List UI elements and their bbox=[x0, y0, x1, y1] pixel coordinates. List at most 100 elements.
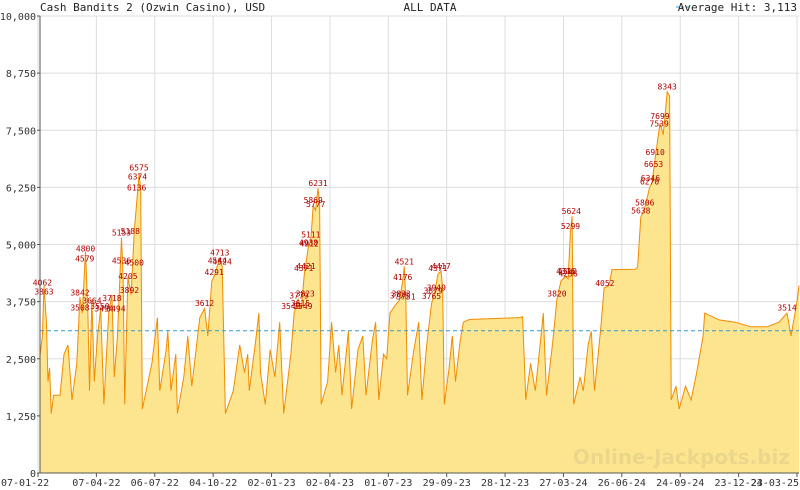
x-tick-label: 26-06-24 bbox=[598, 478, 646, 489]
peak-label: 6231 bbox=[308, 179, 327, 188]
watermark: Online-Jackpots.biz bbox=[573, 445, 790, 469]
peak-label: 3879 bbox=[423, 287, 442, 296]
x-tick-label: 24-09-24 bbox=[656, 478, 704, 489]
x-tick-label: 01-07-23 bbox=[364, 478, 412, 489]
peak-label: 3823 bbox=[391, 289, 410, 298]
peak-label: 6910 bbox=[646, 148, 665, 157]
peak-label: 3863 bbox=[34, 287, 53, 296]
peak-label: 5299 bbox=[561, 222, 580, 231]
peak-label: 3751 bbox=[396, 293, 415, 302]
legend: Average Hit: 3,113 bbox=[676, 1, 797, 14]
x-tick-label: 02-04-23 bbox=[306, 478, 354, 489]
peak-label: 4500 bbox=[125, 258, 144, 267]
peak-label: 4205 bbox=[118, 272, 137, 281]
chart-title: Cash Bandits 2 (Ozwin Casino), USD bbox=[40, 1, 265, 14]
peak-label: 7539 bbox=[650, 119, 669, 128]
y-tick-label: 0 bbox=[30, 469, 36, 480]
series-line bbox=[39, 90, 800, 414]
peak-label: 3664 bbox=[82, 297, 101, 306]
peak-label: 6653 bbox=[644, 160, 663, 169]
peak-label: 5624 bbox=[562, 207, 581, 216]
x-tick-label: 23-03-25 bbox=[751, 478, 799, 489]
peak-label: 3775 bbox=[390, 291, 409, 300]
peak-label: 4371 bbox=[428, 264, 447, 273]
x-tick-label: 07-01-22 bbox=[1, 478, 49, 489]
x-tick-label: 28-12-23 bbox=[481, 478, 529, 489]
peak-label: 4417 bbox=[431, 262, 450, 271]
peak-label: 5869 bbox=[304, 196, 323, 205]
y-tick-label: 5,000 bbox=[6, 241, 36, 252]
peak-label: 4256 bbox=[558, 270, 577, 279]
peak-label: 3718 bbox=[102, 294, 121, 303]
peak-label: 3823 bbox=[296, 289, 315, 298]
peak-label: 6136 bbox=[127, 184, 146, 193]
peak-label: 6270 bbox=[640, 177, 659, 186]
peak-label: 3615 bbox=[291, 299, 310, 308]
y-tick-label: 10,000 bbox=[0, 12, 36, 23]
peak-label: 6575 bbox=[129, 164, 148, 173]
peak-label: 4316 bbox=[556, 267, 575, 276]
x-tick-label: 02-01-23 bbox=[247, 478, 295, 489]
peak-label: 3514 bbox=[777, 303, 796, 312]
peak-label: 4524 bbox=[213, 257, 232, 266]
peak-label: 3842 bbox=[70, 288, 89, 297]
peak-label: 5638 bbox=[631, 206, 650, 215]
peak-label: 4579 bbox=[75, 255, 94, 264]
y-tick-label: 2,500 bbox=[6, 355, 36, 366]
area-fill bbox=[40, 91, 799, 474]
x-tick-label: 27-03-24 bbox=[539, 478, 587, 489]
peak-label: 6374 bbox=[128, 173, 147, 182]
peak-label: 3494 bbox=[106, 304, 125, 313]
peak-label: 3949 bbox=[427, 284, 446, 293]
peak-label: 3892 bbox=[120, 286, 139, 295]
peak-label: 3508 bbox=[70, 304, 89, 313]
y-tick-label: 3,750 bbox=[6, 298, 36, 309]
peak-label: 5806 bbox=[635, 199, 654, 208]
peak-label: 3779 bbox=[289, 291, 308, 300]
peak-label: 4544 bbox=[208, 256, 227, 265]
peak-label: 3550 bbox=[90, 302, 109, 311]
peak-label: 3612 bbox=[195, 299, 214, 308]
y-tick-label: 8,750 bbox=[6, 69, 36, 80]
peak-label: 3494 bbox=[94, 304, 113, 313]
peak-label: 4421 bbox=[296, 262, 315, 271]
peak-label: 4938 bbox=[299, 238, 318, 247]
chart-subtitle: ALL DATA bbox=[404, 1, 457, 14]
peak-label: 7699 bbox=[650, 112, 669, 121]
peak-label: 4176 bbox=[393, 273, 412, 282]
y-tick-labels: 0 1,250 2,500 3,750 5,000 6,250 7,500 8,750 10,0… bbox=[0, 12, 40, 480]
x-tick-label: 04-10-22 bbox=[189, 478, 237, 489]
y-tick-label: 6,250 bbox=[6, 183, 36, 194]
peak-label: 4062 bbox=[33, 278, 52, 287]
peak-label: 4713 bbox=[210, 249, 229, 258]
peak-label: 5777 bbox=[306, 200, 325, 209]
peak-label: 5188 bbox=[121, 227, 140, 236]
x-tick-labels: 07-01-22 07-04-22 06-07-22 04-10-22 02-01-23… bbox=[1, 473, 799, 489]
peak-label: 5153 bbox=[112, 229, 131, 238]
plot-area bbox=[39, 90, 800, 474]
legend-label: Average Hit: 3,113 bbox=[678, 1, 797, 14]
x-tick-label: 23-12-24 bbox=[715, 478, 763, 489]
peak-label: 3549 bbox=[281, 302, 300, 311]
peak-label: 8343 bbox=[658, 83, 677, 92]
x-tick-label: 07-04-22 bbox=[72, 478, 120, 489]
peak-label: 3549 bbox=[293, 302, 312, 311]
y-tick-label: 7,500 bbox=[6, 126, 36, 137]
peak-label: 4800 bbox=[76, 245, 95, 254]
y-tick-label: 1,250 bbox=[6, 412, 36, 423]
peak-label: 4310 bbox=[558, 267, 577, 276]
peak-label: 3765 bbox=[422, 292, 441, 301]
peak-label: 4536 bbox=[112, 257, 131, 266]
x-tick-label: 06-07-22 bbox=[131, 478, 179, 489]
peak-label: 3820 bbox=[547, 289, 566, 298]
peak-label: 4912 bbox=[300, 240, 319, 249]
peak-label: 4052 bbox=[595, 279, 614, 288]
peak-label: 4521 bbox=[395, 257, 414, 266]
x-tick-label: 29-09-23 bbox=[423, 478, 471, 489]
peak-label: 6346 bbox=[641, 174, 660, 183]
peak-label: 4371 bbox=[294, 264, 313, 273]
peak-label: 5111 bbox=[301, 230, 320, 239]
peak-label: 4291 bbox=[205, 268, 224, 277]
